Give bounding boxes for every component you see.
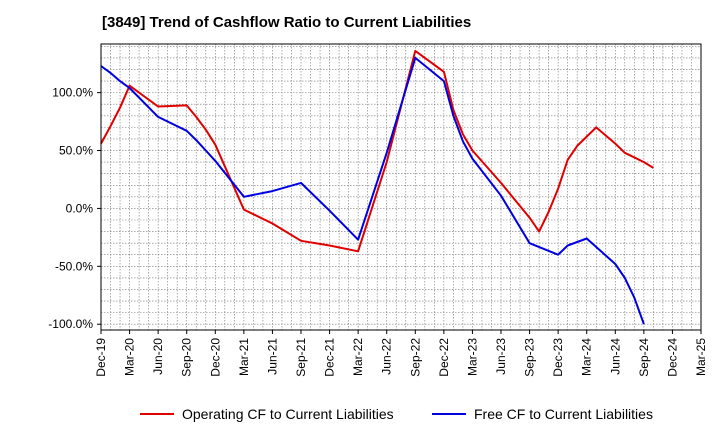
y-tick-label: -50.0% [55,259,93,273]
legend-label-operating-cf: Operating CF to Current Liabilities [182,406,394,422]
x-tick-label: Sep-22 [408,338,422,377]
grid-lines [101,44,701,330]
x-tick-label: Jun-24 [608,338,622,375]
x-tick-label: Dec-24 [665,338,679,377]
y-tick-label: 50.0% [59,144,93,158]
x-tick-label: Mar-20 [123,338,137,376]
legend-label-free-cf: Free CF to Current Liabilities [474,406,653,422]
y-tick-label: 0.0% [66,201,94,215]
plot-background [101,44,701,330]
x-axis: Dec-19 Mar-20 Jun-20 Sep-20 Dec-20 Mar-21 Jun-… [94,330,708,377]
y-axis: 100.0% 50.0% 0.0% -50.0% -100.0% [48,86,101,331]
x-tick-label: Sep-24 [637,338,651,377]
x-tick-label: Sep-20 [180,338,194,377]
x-tick-label: Mar-25 [694,338,708,376]
x-tick-label: Dec-20 [208,338,222,377]
x-tick-label: Mar-24 [580,338,594,376]
x-tick-label: Mar-21 [237,338,251,376]
x-tick-label: Dec-23 [551,338,565,377]
x-tick-label: Jun-20 [151,338,165,375]
x-tick-label: Jun-21 [265,338,279,375]
x-tick-label: Sep-23 [523,338,537,377]
legend: Operating CF to Current Liabilities Free … [140,406,653,422]
chart-title: [3849] Trend of Cashflow Ratio to Curren… [102,14,472,31]
x-tick-label: Dec-22 [437,338,451,377]
x-tick-label: Mar-22 [351,338,365,376]
x-tick-label: Mar-23 [465,338,479,376]
series-lines [100,49,654,325]
x-tick-label: Sep-21 [294,338,308,377]
x-tick-label: Dec-19 [94,338,108,377]
y-tick-label: -100.0% [48,317,93,331]
y-tick-label: 100.0% [52,86,93,100]
x-tick-label: Jun-23 [494,338,508,375]
plot-frame [100,43,702,331]
x-tick-label: Dec-21 [323,338,337,377]
x-tick-label: Jun-22 [380,338,394,375]
